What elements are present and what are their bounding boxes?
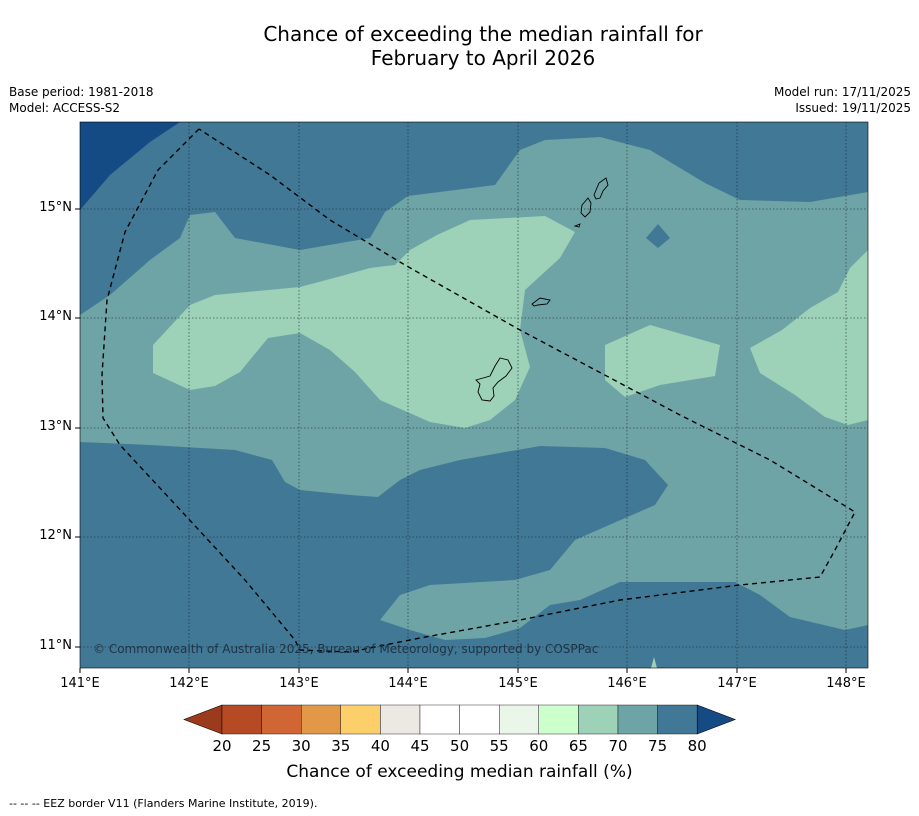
chart-title: Chance of exceeding the median rainfall … bbox=[0, 22, 919, 70]
colorbar-swatch-60-65 bbox=[538, 704, 579, 735]
lon-tick-146: 146°E bbox=[607, 676, 647, 691]
title-line-1: Chance of exceeding the median rainfall … bbox=[263, 22, 703, 46]
lon-tick-141: 141°E bbox=[60, 676, 100, 691]
colorbar-tick-55: 55 bbox=[489, 737, 509, 755]
model-name: Model: ACCESS-S2 bbox=[9, 101, 121, 115]
colorbar-swatch-25-30 bbox=[261, 704, 302, 735]
meta-left: Base period: 1981-2018 Model: ACCESS-S2 bbox=[9, 84, 154, 116]
colorbar-tick-35: 35 bbox=[331, 737, 351, 755]
footnote: -- -- -- EEZ border V11 (Flanders Marine… bbox=[9, 797, 318, 810]
colorbar-tick-65: 65 bbox=[568, 737, 588, 755]
region-65-central bbox=[153, 216, 575, 428]
colorbar bbox=[183, 704, 737, 735]
map-area bbox=[80, 122, 868, 668]
colorbar-extend-high bbox=[696, 704, 737, 735]
colorbar-swatch-50-55 bbox=[459, 704, 500, 735]
colorbar-swatch-30-35 bbox=[301, 704, 342, 735]
colorbar-tick-50: 50 bbox=[450, 737, 470, 755]
island-saipan bbox=[593, 177, 609, 200]
region-65-east-small bbox=[605, 325, 720, 397]
title-line-2: February to April 2026 bbox=[370, 46, 596, 70]
colorbar-swatch-40-45 bbox=[380, 704, 421, 735]
issued-date: Issued: 19/11/2025 bbox=[795, 101, 911, 115]
copyright-text: © Commonwealth of Australia 2025, Bureau… bbox=[93, 642, 598, 656]
island-aguijan bbox=[573, 223, 581, 228]
colorbar-swatch-35-40 bbox=[340, 704, 381, 735]
colorbar-swatch-70-75 bbox=[617, 704, 658, 735]
lat-tick-13: 13°N bbox=[39, 419, 72, 434]
lon-tick-148: 148°E bbox=[826, 676, 866, 691]
eez-border bbox=[101, 128, 856, 653]
lon-tick-145: 145°E bbox=[498, 676, 538, 691]
gridlines bbox=[80, 122, 868, 668]
colorbar-swatch-45-50 bbox=[419, 704, 460, 735]
base-period: Base period: 1981-2018 bbox=[9, 85, 154, 99]
colorbar-swatch-75-80 bbox=[657, 704, 698, 735]
colorbar-tick-70: 70 bbox=[608, 737, 628, 755]
colorbar-tick-60: 60 bbox=[529, 737, 549, 755]
region-80-northwest bbox=[80, 122, 180, 210]
region-65-tail bbox=[651, 657, 657, 668]
colorbar-tick-40: 40 bbox=[370, 737, 390, 755]
colorbar-tick-20: 20 bbox=[212, 737, 232, 755]
lon-tick-147: 147°E bbox=[717, 676, 757, 691]
island-rota bbox=[531, 297, 551, 307]
colorbar-extend-low bbox=[183, 704, 223, 735]
colorbar-swatch-55-60 bbox=[499, 704, 540, 735]
lon-tick-143: 143°E bbox=[279, 676, 319, 691]
colorbar-tick-75: 75 bbox=[648, 737, 668, 755]
colorbar-tick-45: 45 bbox=[410, 737, 430, 755]
lon-tick-142: 142°E bbox=[169, 676, 209, 691]
region-65-far-east bbox=[750, 250, 868, 425]
colorbar-label: Chance of exceeding median rainfall (%) bbox=[286, 762, 633, 782]
colorbar-tick-80: 80 bbox=[687, 737, 707, 755]
colorbar-tick-25: 25 bbox=[252, 737, 272, 755]
islands bbox=[475, 177, 609, 402]
model-run: Model run: 17/11/2025 bbox=[773, 85, 911, 99]
map-frame bbox=[79, 121, 869, 669]
region-75-blob-east bbox=[646, 224, 670, 248]
colorbar-tick-30: 30 bbox=[291, 737, 311, 755]
colorbar-swatch-20-25 bbox=[221, 704, 262, 735]
lat-tick-11: 11°N bbox=[39, 638, 72, 653]
lat-tick-15: 15°N bbox=[39, 200, 72, 215]
lat-tick-14: 14°N bbox=[39, 309, 72, 324]
island-guam bbox=[475, 357, 513, 402]
lon-tick-144: 144°E bbox=[388, 676, 428, 691]
lat-tick-12: 12°N bbox=[39, 528, 72, 543]
colorbar-swatch-65-70 bbox=[578, 704, 619, 735]
island-tinian bbox=[580, 197, 592, 218]
meta-right: Model run: 17/11/2025 Issued: 19/11/2025 bbox=[774, 84, 911, 116]
axis-ticks bbox=[75, 208, 847, 673]
